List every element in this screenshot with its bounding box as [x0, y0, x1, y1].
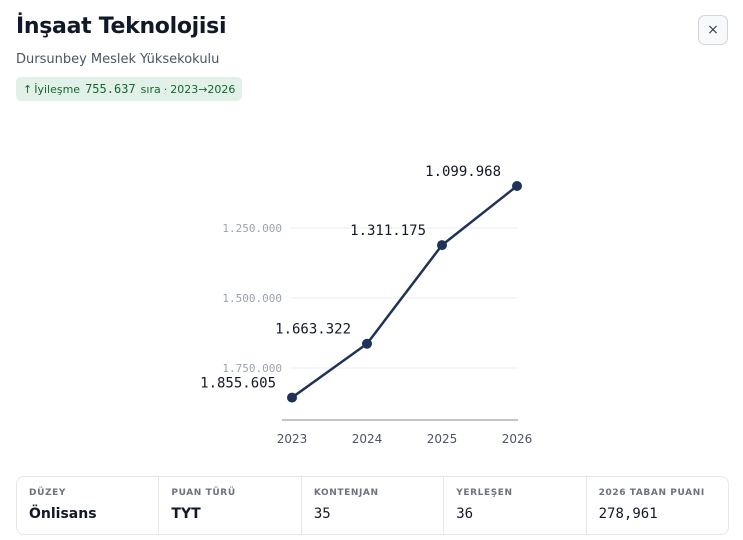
stat-base-score: 2026 TABAN PUANI 278,961	[585, 477, 728, 534]
stat-value: 36	[456, 506, 474, 522]
improvement-badge: ↑ İyileşme 755.637 sıra · 2023→2026	[16, 77, 243, 101]
stat-value: TYT	[171, 506, 201, 522]
data-label: 1.311.175	[350, 223, 426, 239]
stat-score-type: PUAN TÜRÜ TYT	[158, 477, 300, 534]
data-label: 1.663.322	[275, 322, 351, 338]
data-point	[287, 392, 297, 403]
stat-placed: YERLEŞEN 36	[443, 477, 585, 534]
data-label: 1.855.605	[200, 376, 276, 392]
badge-unit: sıra	[140, 82, 161, 96]
x-tick-label: 2025	[427, 432, 458, 446]
badge-label: İyileşme	[34, 82, 81, 96]
stat-label: KONTENJAN	[313, 488, 379, 498]
badge-separator: ·	[163, 82, 168, 96]
stat-quota: KONTENJAN 35	[300, 477, 443, 534]
stat-label: 2026 TABAN PUANI	[598, 488, 705, 498]
badge-range: 2023→2026	[170, 82, 236, 96]
badge-value: 755.637	[85, 82, 136, 96]
stat-label: DÜZEY	[29, 488, 66, 498]
page-title: İnşaat Teknolojisi	[16, 14, 227, 39]
stat-level: DÜZEY Önlisans	[17, 477, 158, 534]
data-point	[512, 180, 522, 191]
stats-bar: DÜZEY Önlisans PUAN TÜRÜ TYT KONTENJAN 3…	[16, 476, 729, 535]
data-label: 1.099.968	[425, 164, 501, 180]
ranking-chart: 1.250.000 1.500.000 1.750.000 2023 2024 2025 2…	[200, 164, 533, 446]
y-tick-label: 1.750.000	[222, 362, 282, 375]
x-tick-label: 2026	[502, 432, 533, 446]
close-icon: ×	[707, 22, 719, 38]
data-point	[437, 240, 447, 251]
x-tick-label: 2023	[277, 432, 308, 446]
series-line	[291, 185, 518, 399]
school-name: Dursunbey Meslek Yüksekokulu	[16, 52, 220, 67]
close-button[interactable]: ×	[698, 15, 728, 45]
y-tick-label: 1.250.000	[222, 222, 282, 235]
stat-label: PUAN TÜRÜ	[171, 488, 236, 498]
arrow-up-icon: ↑	[23, 82, 33, 96]
stat-label: YERLEŞEN	[456, 488, 513, 498]
data-point	[362, 338, 372, 349]
stat-value: Önlisans	[29, 506, 97, 522]
x-tick-label: 2024	[352, 432, 383, 446]
stat-value: 278,961	[598, 506, 658, 522]
y-tick-label: 1.500.000	[222, 292, 282, 305]
stat-value: 35	[313, 506, 331, 522]
